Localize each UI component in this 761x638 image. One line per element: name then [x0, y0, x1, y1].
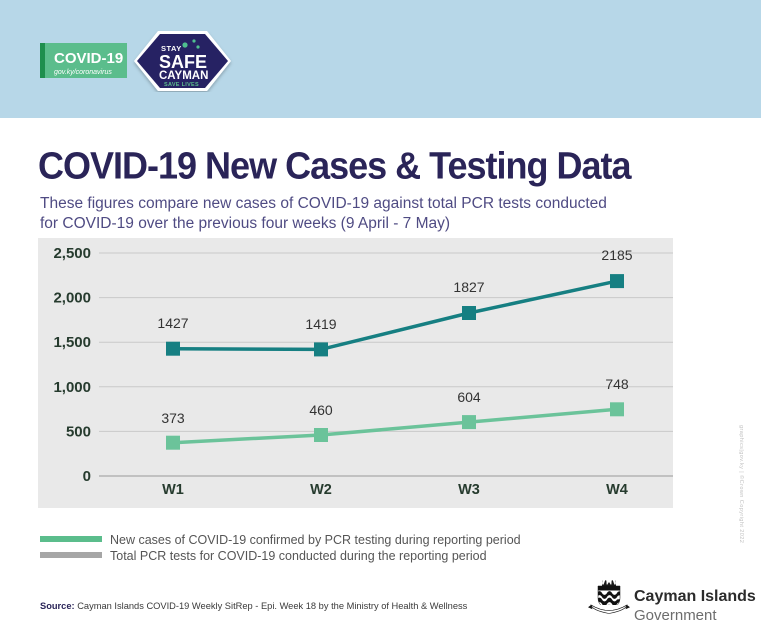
svg-text:500: 500 [66, 423, 91, 440]
svg-text:2185: 2185 [601, 247, 632, 263]
svg-text:W2: W2 [310, 482, 332, 498]
svg-text:W1: W1 [162, 482, 184, 498]
svg-text:748: 748 [605, 376, 629, 392]
svg-text:460: 460 [309, 402, 333, 418]
svg-text:1,500: 1,500 [53, 334, 91, 351]
svg-text:0: 0 [83, 468, 91, 485]
svg-text:2,500: 2,500 [53, 245, 91, 262]
svg-text:1427: 1427 [157, 315, 188, 331]
svg-text:604: 604 [457, 389, 481, 405]
svg-text:1,000: 1,000 [53, 379, 91, 396]
svg-text:373: 373 [161, 410, 185, 426]
svg-text:2,000: 2,000 [53, 290, 91, 307]
svg-text:1827: 1827 [453, 279, 484, 295]
svg-text:W4: W4 [606, 482, 628, 498]
svg-text:W3: W3 [458, 482, 480, 498]
svg-text:1419: 1419 [305, 316, 336, 332]
